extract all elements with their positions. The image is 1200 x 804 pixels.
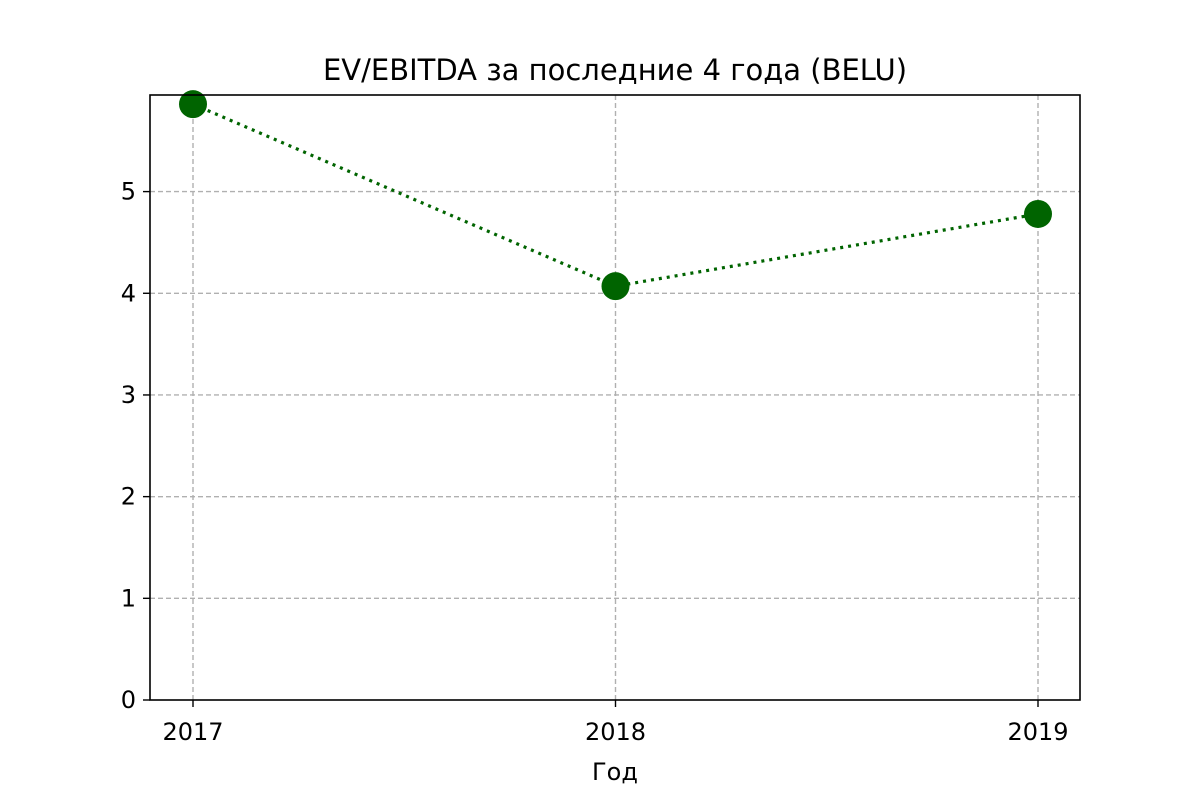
chart-title: EV/EBITDA за последние 4 года (BELU) xyxy=(323,53,907,87)
x-tick-label: 2017 xyxy=(162,718,223,746)
data-point-marker xyxy=(1024,199,1052,228)
data-point-marker xyxy=(179,90,207,119)
x-tick-label: 2018 xyxy=(585,718,646,746)
y-tick-label: 4 xyxy=(121,279,136,307)
x-axis-label: Год xyxy=(592,758,638,786)
y-tick-label: 3 xyxy=(121,381,136,409)
x-tick-label: 2019 xyxy=(1007,718,1068,746)
data-point-marker xyxy=(601,272,630,301)
series-group xyxy=(179,90,1052,301)
y-tick-label: 5 xyxy=(121,178,136,206)
series-line xyxy=(192,102,1039,288)
grid-lines xyxy=(150,95,1080,700)
y-tick-label: 0 xyxy=(121,686,136,714)
y-tick-label: 2 xyxy=(121,483,136,511)
axis-ticks: 0 1 2 3 4 5 2017 2018 2019 xyxy=(121,178,1069,746)
y-tick-label: 1 xyxy=(121,584,136,612)
